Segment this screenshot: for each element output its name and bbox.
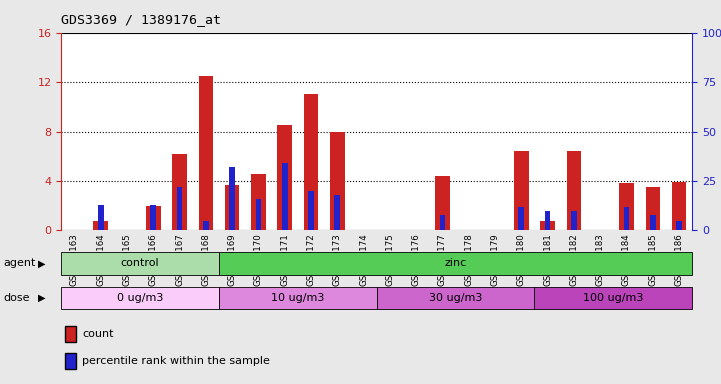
Bar: [151, 205, 156, 230]
Bar: [61, 252, 219, 275]
Bar: [435, 176, 450, 230]
Bar: [571, 210, 577, 230]
Text: 100 ug/m3: 100 ug/m3: [583, 293, 643, 303]
Bar: [645, 187, 660, 230]
Bar: [672, 182, 686, 230]
Bar: [544, 210, 550, 230]
Bar: [172, 154, 187, 230]
Bar: [518, 207, 524, 230]
Bar: [198, 76, 213, 230]
Bar: [335, 195, 340, 230]
Text: percentile rank within the sample: percentile rank within the sample: [82, 356, 270, 366]
Bar: [255, 199, 261, 230]
Bar: [567, 151, 581, 230]
Bar: [330, 131, 345, 230]
Bar: [61, 287, 219, 309]
Bar: [282, 163, 288, 230]
Bar: [203, 220, 209, 230]
Text: ▶: ▶: [37, 293, 45, 303]
Text: GDS3369 / 1389176_at: GDS3369 / 1389176_at: [61, 13, 221, 26]
Bar: [219, 252, 692, 275]
Bar: [619, 184, 634, 230]
Bar: [308, 191, 314, 230]
Bar: [440, 215, 446, 230]
Bar: [177, 187, 182, 230]
Bar: [225, 185, 239, 230]
Bar: [624, 207, 629, 230]
Text: count: count: [82, 329, 114, 339]
Text: dose: dose: [3, 293, 30, 303]
Bar: [650, 215, 655, 230]
Bar: [514, 151, 528, 230]
Bar: [229, 167, 235, 230]
Bar: [98, 205, 104, 230]
Text: 0 ug/m3: 0 ug/m3: [117, 293, 164, 303]
Bar: [278, 125, 292, 230]
Text: 30 ug/m3: 30 ug/m3: [429, 293, 482, 303]
Bar: [251, 174, 265, 230]
Text: control: control: [121, 258, 159, 268]
Bar: [540, 220, 555, 230]
Text: zinc: zinc: [444, 258, 466, 268]
Bar: [219, 287, 376, 309]
Bar: [534, 287, 692, 309]
Bar: [94, 220, 108, 230]
Bar: [377, 287, 534, 309]
Text: agent: agent: [3, 258, 35, 268]
Bar: [676, 220, 682, 230]
Text: 10 ug/m3: 10 ug/m3: [271, 293, 324, 303]
Text: ▶: ▶: [37, 258, 45, 268]
Bar: [146, 206, 161, 230]
Bar: [304, 94, 318, 230]
